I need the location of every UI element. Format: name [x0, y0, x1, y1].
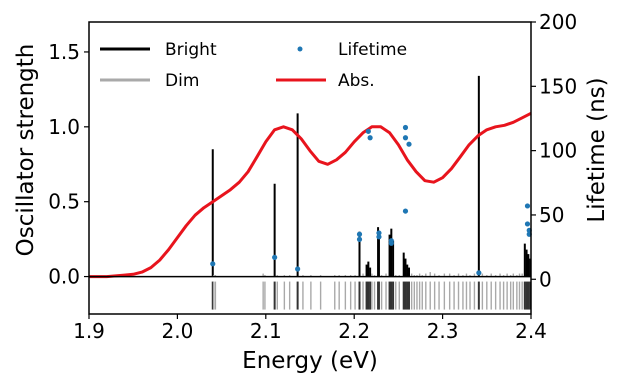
- axes-layer: 1.9 2.0 2.1 2.2 2.3 2.4 0.0 0.5 1.0 1.5 0 50 100 150 2…: [48, 10, 577, 343]
- legend-lifetime-marker: [297, 46, 303, 52]
- lifetime-point: [524, 203, 531, 209]
- left-y-tick-label: 0.5: [48, 190, 80, 214]
- right-y-tick-label: 50: [539, 203, 564, 227]
- lifetime-point: [356, 236, 363, 242]
- left-y-tick-label: 0.0: [48, 265, 80, 289]
- x-axis-label: Energy (eV): [242, 348, 378, 373]
- lifetime-point: [402, 124, 409, 131]
- right-y-tick-label: 150: [539, 74, 577, 98]
- right-y-axis-label: Lifetime (ns): [584, 77, 610, 222]
- x-tick-label: 2.1: [250, 319, 282, 343]
- lifetime-points-layer: [210, 124, 532, 276]
- right-y-tick-label: 0: [539, 267, 552, 291]
- legend-bright-label: Bright: [165, 40, 217, 60]
- left-y-axis-label: Oscillator strength: [13, 44, 39, 257]
- plot-frame: [88, 21, 532, 315]
- x-tick-label: 2.4: [515, 319, 547, 343]
- x-tick-label: 1.9: [73, 319, 105, 343]
- lifetime-point: [210, 261, 216, 267]
- lifetime-point: [272, 254, 278, 261]
- lifetime-point: [356, 231, 363, 237]
- x-tick-label: 2.3: [427, 319, 459, 343]
- legend-dim-label: Dim: [165, 71, 199, 91]
- lifetime-point: [388, 240, 394, 246]
- lifetime-point: [524, 221, 531, 227]
- abs-spectrum-line: [89, 111, 532, 279]
- lifetime-point: [295, 266, 301, 272]
- abs-layer: [89, 111, 532, 279]
- legend-lifetime-label: Lifetime: [338, 40, 407, 60]
- lifetime-point: [402, 135, 409, 141]
- lifetime-point: [476, 270, 482, 276]
- lifetime-point: [365, 128, 371, 134]
- lifetime-point: [367, 135, 373, 141]
- lifetime-point: [376, 234, 382, 240]
- right-y-tick-label: 100: [539, 139, 577, 163]
- left-y-tick-label: 1.0: [48, 115, 80, 139]
- left-y-tick-label: 1.5: [48, 40, 80, 64]
- lifetime-point: [406, 141, 412, 147]
- legend: Bright Dim Lifetime Abs.: [100, 40, 407, 91]
- sticks-layer: [211, 75, 532, 310]
- right-y-tick-label: 200: [539, 10, 577, 34]
- legend-abs-label: Abs.: [338, 71, 375, 91]
- x-tick-label: 2.0: [161, 319, 193, 343]
- x-tick-label: 2.2: [338, 319, 370, 343]
- lifetime-point: [402, 208, 409, 214]
- lifetime-point: [376, 230, 382, 236]
